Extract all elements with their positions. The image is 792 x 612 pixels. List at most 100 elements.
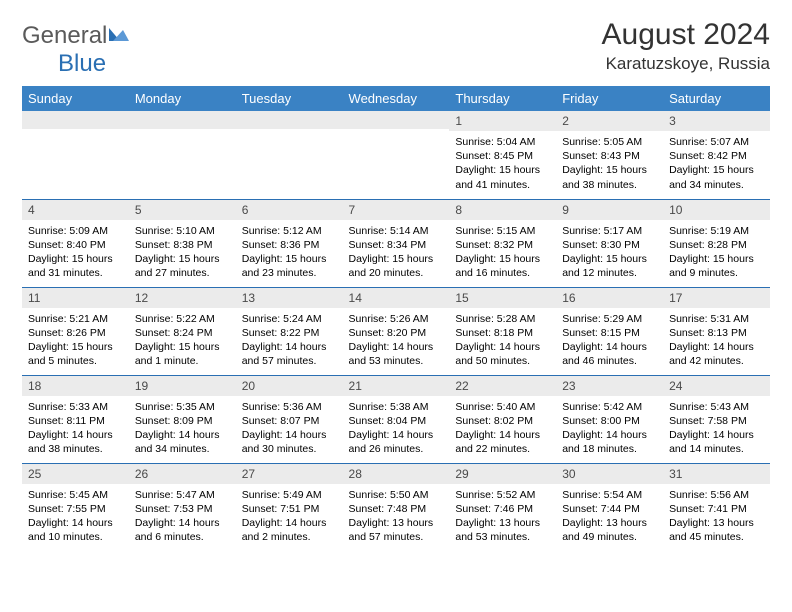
sunrise-text: Sunrise: 5:07 AM — [669, 135, 764, 149]
calendar-row: 4Sunrise: 5:09 AMSunset: 8:40 PMDaylight… — [22, 199, 770, 287]
day-details: Sunrise: 5:17 AMSunset: 8:30 PMDaylight:… — [556, 220, 663, 285]
day-cell: 3Sunrise: 5:07 AMSunset: 8:42 PMDaylight… — [663, 111, 770, 199]
sunrise-text: Sunrise: 5:29 AM — [562, 312, 657, 326]
day-details: Sunrise: 5:28 AMSunset: 8:18 PMDaylight:… — [449, 308, 556, 373]
calendar-row: 11Sunrise: 5:21 AMSunset: 8:26 PMDayligh… — [22, 287, 770, 375]
day-details: Sunrise: 5:14 AMSunset: 8:34 PMDaylight:… — [343, 220, 450, 285]
sunset-text: Sunset: 8:40 PM — [28, 238, 123, 252]
sunset-text: Sunset: 8:02 PM — [455, 414, 550, 428]
daylight-text: Daylight: 14 hours and 6 minutes. — [135, 516, 230, 544]
day-cell: 29Sunrise: 5:52 AMSunset: 7:46 PMDayligh… — [449, 463, 556, 551]
day-number: 8 — [449, 200, 556, 220]
daylight-text: Daylight: 14 hours and 2 minutes. — [242, 516, 337, 544]
weekday-header: Monday — [129, 86, 236, 111]
day-details: Sunrise: 5:04 AMSunset: 8:45 PMDaylight:… — [449, 131, 556, 196]
day-cell — [236, 111, 343, 199]
sunrise-text: Sunrise: 5:15 AM — [455, 224, 550, 238]
sunset-text: Sunset: 7:41 PM — [669, 502, 764, 516]
daylight-text: Daylight: 14 hours and 42 minutes. — [669, 340, 764, 368]
day-number: 2 — [556, 111, 663, 131]
day-number: 23 — [556, 376, 663, 396]
daylight-text: Daylight: 15 hours and 20 minutes. — [349, 252, 444, 280]
logo-text-general: General — [22, 22, 107, 50]
day-cell: 30Sunrise: 5:54 AMSunset: 7:44 PMDayligh… — [556, 463, 663, 551]
sunrise-text: Sunrise: 5:21 AM — [28, 312, 123, 326]
weekday-header: Thursday — [449, 86, 556, 111]
day-number: 19 — [129, 376, 236, 396]
month-title: August 2024 — [602, 18, 770, 52]
day-number — [343, 111, 450, 129]
logo-triangle-icon — [109, 25, 131, 46]
sunset-text: Sunset: 8:18 PM — [455, 326, 550, 340]
daylight-text: Daylight: 15 hours and 31 minutes. — [28, 252, 123, 280]
day-cell — [129, 111, 236, 199]
day-number: 16 — [556, 288, 663, 308]
day-details: Sunrise: 5:26 AMSunset: 8:20 PMDaylight:… — [343, 308, 450, 373]
sunset-text: Sunset: 7:51 PM — [242, 502, 337, 516]
day-cell: 14Sunrise: 5:26 AMSunset: 8:20 PMDayligh… — [343, 287, 450, 375]
daylight-text: Daylight: 14 hours and 57 minutes. — [242, 340, 337, 368]
title-block: August 2024 Karatuzskoye, Russia — [602, 18, 770, 74]
sunrise-text: Sunrise: 5:22 AM — [135, 312, 230, 326]
sunset-text: Sunset: 8:26 PM — [28, 326, 123, 340]
day-details: Sunrise: 5:29 AMSunset: 8:15 PMDaylight:… — [556, 308, 663, 373]
day-details: Sunrise: 5:36 AMSunset: 8:07 PMDaylight:… — [236, 396, 343, 461]
daylight-text: Daylight: 14 hours and 50 minutes. — [455, 340, 550, 368]
day-cell: 22Sunrise: 5:40 AMSunset: 8:02 PMDayligh… — [449, 375, 556, 463]
day-cell: 10Sunrise: 5:19 AMSunset: 8:28 PMDayligh… — [663, 199, 770, 287]
sunrise-text: Sunrise: 5:24 AM — [242, 312, 337, 326]
day-details: Sunrise: 5:09 AMSunset: 8:40 PMDaylight:… — [22, 220, 129, 285]
day-details: Sunrise: 5:50 AMSunset: 7:48 PMDaylight:… — [343, 484, 450, 549]
sunset-text: Sunset: 7:53 PM — [135, 502, 230, 516]
sunset-text: Sunset: 8:20 PM — [349, 326, 444, 340]
day-details: Sunrise: 5:54 AMSunset: 7:44 PMDaylight:… — [556, 484, 663, 549]
calendar-row: 25Sunrise: 5:45 AMSunset: 7:55 PMDayligh… — [22, 463, 770, 551]
day-number — [22, 111, 129, 129]
day-number: 29 — [449, 464, 556, 484]
sunset-text: Sunset: 7:46 PM — [455, 502, 550, 516]
day-details: Sunrise: 5:24 AMSunset: 8:22 PMDaylight:… — [236, 308, 343, 373]
sunset-text: Sunset: 8:43 PM — [562, 149, 657, 163]
day-details: Sunrise: 5:56 AMSunset: 7:41 PMDaylight:… — [663, 484, 770, 549]
day-cell: 21Sunrise: 5:38 AMSunset: 8:04 PMDayligh… — [343, 375, 450, 463]
logo: GeneralBlue — [22, 22, 131, 78]
day-cell: 12Sunrise: 5:22 AMSunset: 8:24 PMDayligh… — [129, 287, 236, 375]
calendar-row: 1Sunrise: 5:04 AMSunset: 8:45 PMDaylight… — [22, 111, 770, 199]
daylight-text: Daylight: 14 hours and 34 minutes. — [135, 428, 230, 456]
daylight-text: Daylight: 13 hours and 45 minutes. — [669, 516, 764, 544]
daylight-text: Daylight: 15 hours and 5 minutes. — [28, 340, 123, 368]
sunset-text: Sunset: 8:15 PM — [562, 326, 657, 340]
sunrise-text: Sunrise: 5:56 AM — [669, 488, 764, 502]
sunrise-text: Sunrise: 5:43 AM — [669, 400, 764, 414]
weekday-header: Friday — [556, 86, 663, 111]
day-details: Sunrise: 5:38 AMSunset: 8:04 PMDaylight:… — [343, 396, 450, 461]
day-number: 12 — [129, 288, 236, 308]
day-number: 28 — [343, 464, 450, 484]
day-cell: 15Sunrise: 5:28 AMSunset: 8:18 PMDayligh… — [449, 287, 556, 375]
calendar-row: 18Sunrise: 5:33 AMSunset: 8:11 PMDayligh… — [22, 375, 770, 463]
day-details: Sunrise: 5:49 AMSunset: 7:51 PMDaylight:… — [236, 484, 343, 549]
day-cell: 28Sunrise: 5:50 AMSunset: 7:48 PMDayligh… — [343, 463, 450, 551]
daylight-text: Daylight: 15 hours and 16 minutes. — [455, 252, 550, 280]
day-details: Sunrise: 5:47 AMSunset: 7:53 PMDaylight:… — [129, 484, 236, 549]
sunrise-text: Sunrise: 5:14 AM — [349, 224, 444, 238]
day-cell: 26Sunrise: 5:47 AMSunset: 7:53 PMDayligh… — [129, 463, 236, 551]
day-cell: 27Sunrise: 5:49 AMSunset: 7:51 PMDayligh… — [236, 463, 343, 551]
sunrise-text: Sunrise: 5:36 AM — [242, 400, 337, 414]
day-number: 17 — [663, 288, 770, 308]
sunrise-text: Sunrise: 5:26 AM — [349, 312, 444, 326]
sunset-text: Sunset: 8:30 PM — [562, 238, 657, 252]
sunset-text: Sunset: 8:07 PM — [242, 414, 337, 428]
day-cell: 11Sunrise: 5:21 AMSunset: 8:26 PMDayligh… — [22, 287, 129, 375]
day-details: Sunrise: 5:43 AMSunset: 7:58 PMDaylight:… — [663, 396, 770, 461]
sunset-text: Sunset: 7:58 PM — [669, 414, 764, 428]
sunset-text: Sunset: 8:38 PM — [135, 238, 230, 252]
day-details: Sunrise: 5:05 AMSunset: 8:43 PMDaylight:… — [556, 131, 663, 196]
day-details: Sunrise: 5:19 AMSunset: 8:28 PMDaylight:… — [663, 220, 770, 285]
day-number: 14 — [343, 288, 450, 308]
day-cell: 1Sunrise: 5:04 AMSunset: 8:45 PMDaylight… — [449, 111, 556, 199]
logo-text-blue: Blue — [58, 50, 106, 77]
sunset-text: Sunset: 8:22 PM — [242, 326, 337, 340]
day-cell: 13Sunrise: 5:24 AMSunset: 8:22 PMDayligh… — [236, 287, 343, 375]
day-number: 27 — [236, 464, 343, 484]
